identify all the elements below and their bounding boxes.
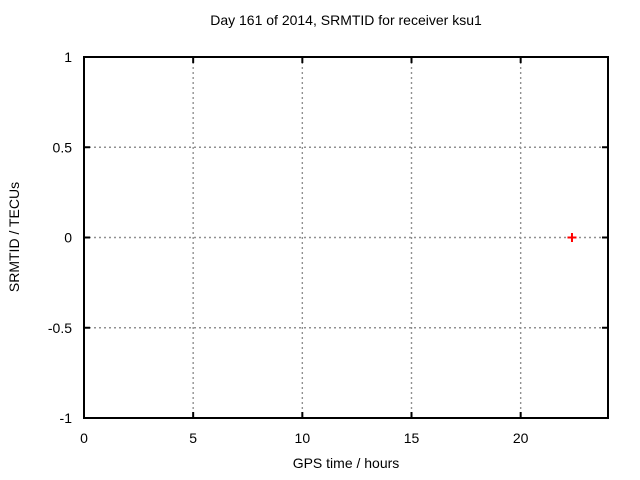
x-tick-label: 10	[295, 430, 311, 446]
y-tick-label: 0	[64, 230, 72, 246]
x-tick-label: 0	[80, 430, 88, 446]
x-tick-label: 5	[189, 430, 197, 446]
x-tick-label: 15	[404, 430, 420, 446]
y-tick-label: -0.5	[48, 320, 72, 336]
x-tick-label: 20	[513, 430, 529, 446]
y-tick-label: 1	[64, 49, 72, 65]
y-tick-label: 0.5	[53, 139, 73, 155]
chart-title: Day 161 of 2014, SRMTID for receiver ksu…	[210, 12, 482, 28]
x-axis-label: GPS time / hours	[292, 455, 400, 471]
y-axis-label: SRMTID / TECUs	[6, 181, 22, 293]
y-tick-label: -1	[60, 410, 73, 426]
